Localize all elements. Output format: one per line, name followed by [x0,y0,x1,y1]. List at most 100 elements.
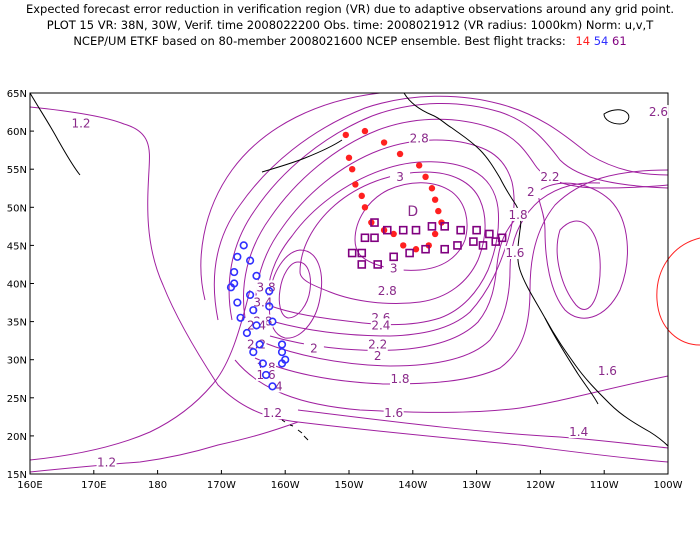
contour-label-bg [262,406,283,420]
lat-label: 25N [7,394,27,405]
track-61-point [427,222,437,231]
contour-label-bg [256,367,277,381]
coastlines [30,93,668,447]
track-61-point [398,225,408,235]
contour-label: 2.4 [247,318,266,332]
lon-label: 140W [398,480,427,491]
contour-1-6-loop [200,93,601,310]
contour-3-0 [354,182,468,271]
contour-label: 1.6 [598,364,617,378]
contour-label: 1.6 [257,368,276,382]
contour-label: 2.6 [649,105,668,119]
contour-label-bg [409,131,430,145]
track-61-point [382,225,392,235]
track-54-point [277,340,287,349]
contour-label: 1.6 [505,246,524,260]
track-14-point [358,192,365,200]
track-14-point [390,230,397,238]
contour-label-bg [71,116,92,130]
contour-2-8 [299,171,486,304]
ensemble-description: NCEP/UM ETKF based on 80-member 20080216… [73,34,566,48]
track-54-point [252,321,261,330]
lon-label: 180 [148,480,167,491]
track-54-point [261,370,271,380]
track-54-point [277,359,287,368]
contour-label-bg [504,246,525,260]
track-54-point [249,306,258,315]
track-54-point [233,252,242,261]
contour-label: 2 [527,185,535,199]
track-54-point [233,298,242,307]
contour-label-bg [370,318,391,332]
track-61-point [453,241,462,250]
track-14-point [380,139,388,146]
track-54-point [246,290,255,300]
contour-label: 2.2 [540,170,559,184]
contour-label-bg [377,284,398,298]
map-frame [29,92,669,475]
track-14-point [361,204,369,211]
track-61-point [440,222,450,231]
lon-label: 120W [526,480,555,491]
baja-california [544,317,599,405]
contour-1-6-south [234,359,668,413]
contour-label: 1.6 [384,406,403,420]
track-61-point [491,237,501,246]
track-61-point [347,248,357,258]
contour-inner-west-2 [268,249,323,339]
contour-1-8-south [254,169,668,385]
flight-tracks [226,127,507,391]
track-14-point [428,185,436,192]
lat-label: 45N [7,241,27,252]
track-61-point [370,233,379,243]
contour-1-2-west [30,106,668,463]
lat-label: 50N [7,203,27,214]
lon-label: 150W [335,480,364,491]
track-14-point [435,207,442,215]
canada-islands [603,109,630,125]
track-61-point [456,225,465,235]
contour-label-bg [252,295,273,309]
track-14-point [396,150,404,158]
contour-label: 3 [390,261,398,275]
contour-2-2 [242,118,668,319]
contour-labels: 1.22.62.83 2.221.81.632.82.62.42.2221.81.… [71,105,669,470]
track-label-14: 14 [575,34,591,48]
contour-label-bg [367,337,388,351]
contour-label-bg [568,425,589,439]
lat-label: 30N [7,356,27,367]
track-54-point [268,317,277,326]
contour-label: 1.2 [263,406,282,420]
lon-label: 170W [207,480,236,491]
contour-label: 2.8 [410,132,429,146]
track-54-point [277,347,287,357]
contour-1-8 [213,95,668,321]
contour-2-4 [255,139,515,337]
contour-label-bg [367,348,388,362]
verification-region-circle [656,237,700,346]
track-14-point [342,131,350,139]
track-61-point [357,248,367,258]
contour-label-bg [303,341,324,355]
contour-label-bg [383,261,404,275]
lon-label: 130W [462,480,491,491]
track-61-point [357,260,367,269]
contour-label: 2.2 [368,337,387,351]
alaska-coast [403,93,522,231]
lon-label: 170E [81,480,106,491]
lat-label: 55N [7,165,27,176]
lat-label: 60N [7,127,27,138]
contour-1-4-east [297,409,668,449]
contour-2-2-south [269,214,521,351]
contour-label: 1.2 [71,116,90,130]
track-61-point [421,244,430,254]
contour-label: 2.8 [378,284,397,298]
track-14-point [352,181,359,188]
track-54-point [255,340,264,349]
alaska-peninsula [261,139,343,173]
track-61-point [478,241,488,250]
track-14-point [422,173,429,181]
lon-label: 110W [590,480,619,491]
track-54-point [230,267,239,277]
